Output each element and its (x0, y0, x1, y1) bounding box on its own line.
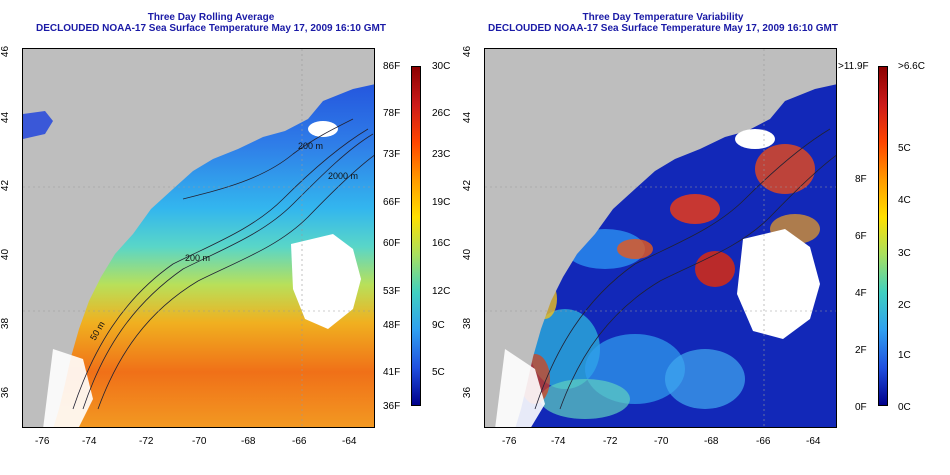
contour-label: 200 m (185, 253, 210, 263)
svg-text:2000 m: 2000 m (328, 171, 358, 181)
cloud-patch (737, 229, 820, 339)
left-sst-map: 200 m 50 m 200 m 2000 m (22, 48, 375, 428)
land-mass (23, 49, 374, 427)
svg-text:200 m: 200 m (298, 141, 323, 151)
right-colorbar (878, 66, 888, 406)
cloud-patch (291, 234, 361, 329)
contour-line (72, 128, 369, 410)
left-title: Three Day Rolling Average DECLOUDED NOAA… (36, 12, 386, 34)
land-mass (485, 49, 836, 427)
left-colorbar (411, 66, 421, 406)
right-variability-map (484, 48, 837, 428)
right-title: Three Day Temperature Variability DECLOU… (488, 12, 838, 34)
